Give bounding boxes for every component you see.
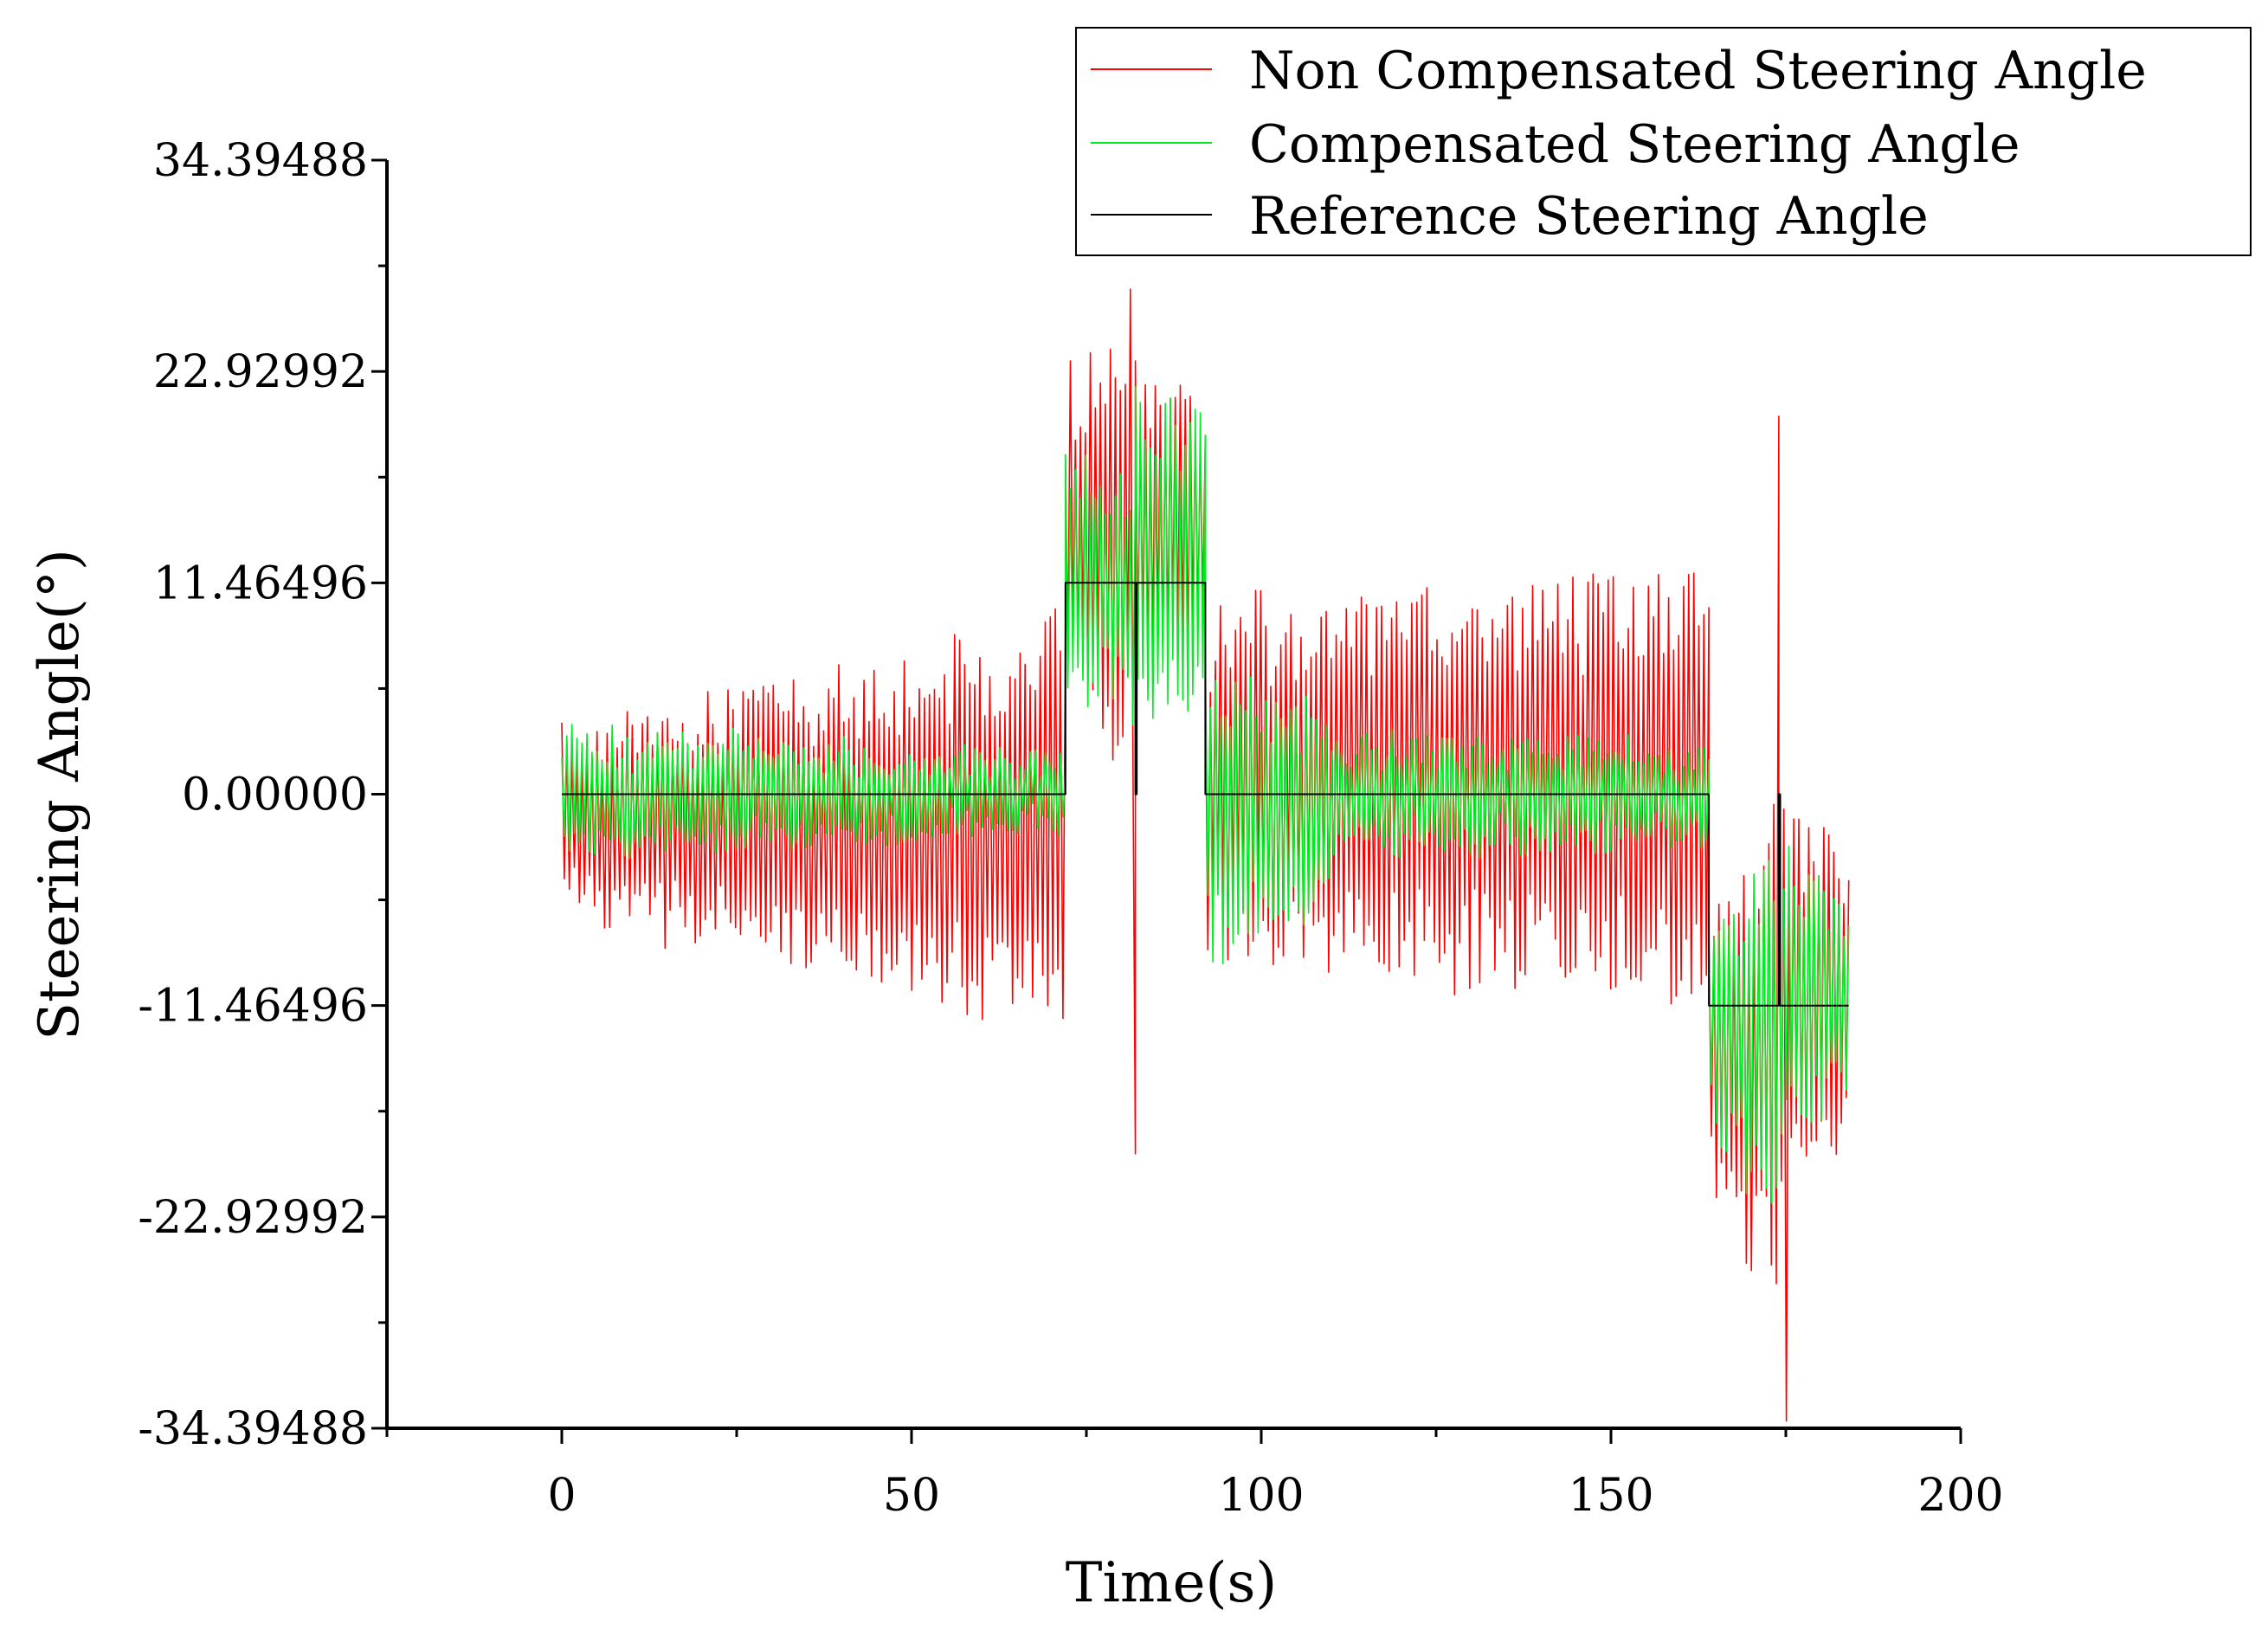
legend-label-compensated: Compensated Steering Angle [1249, 114, 2020, 175]
legend-box [1075, 27, 2252, 256]
y-tick-label: -11.46496 [138, 981, 368, 1033]
y-tick-label: 34.39488 [153, 135, 368, 187]
legend-label-non-compensated: Non Compensated Steering Angle [1249, 41, 2147, 101]
x-tick-label: 150 [1568, 1470, 1653, 1522]
y-axis-title: Steering Angle(°) [28, 549, 92, 1040]
series-line-2 [562, 582, 1849, 1007]
x-axis-title: Time(s) [1066, 1551, 1278, 1615]
x-ticks: 0 50 100 150 200 [385, 1428, 2004, 1522]
x-tick-label: 200 [1917, 1470, 2003, 1522]
y-tick-label: 11.46496 [153, 557, 368, 609]
y-ticks: 34.39488 22.92992 11.46496 0.00000 -11.46496… [138, 135, 387, 1455]
y-tick-label: -22.92992 [138, 1192, 368, 1244]
x-tick-label: 100 [1218, 1470, 1304, 1522]
x-tick-label: 50 [883, 1470, 940, 1522]
y-tick-label: -34.39488 [138, 1403, 368, 1455]
legend: Non Compensated Steering Angle Compensat… [1075, 27, 2252, 256]
legend-label-reference: Reference Steering Angle [1249, 186, 1929, 247]
y-tick-label: 22.92992 [153, 346, 368, 398]
y-tick-label: 0.00000 [182, 770, 368, 821]
series-layer [561, 288, 1850, 1422]
x-tick-label: 0 [547, 1470, 576, 1522]
